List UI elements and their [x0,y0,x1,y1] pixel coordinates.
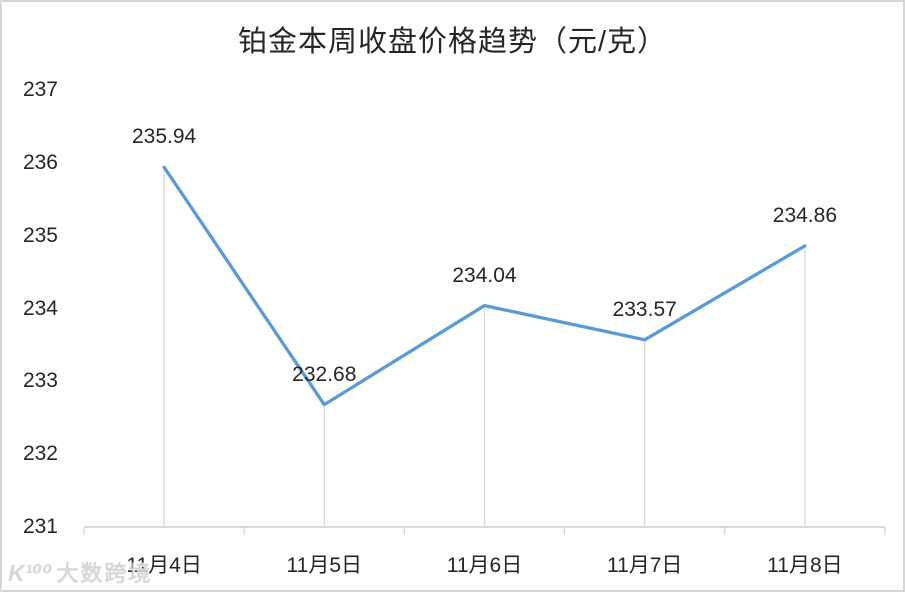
watermark: K¹⁰⁰ 大数跨境 [8,556,152,588]
y-axis-tick-label: 236 [22,150,58,174]
x-axis-category-label: 11月4日 [126,554,202,577]
x-axis-category-label: 11月7日 [606,554,683,577]
data-point-label: 234.04 [452,263,517,287]
data-point-label: 235.94 [131,125,197,149]
x-axis-category-label: 11月5日 [286,554,363,577]
watermark-logo-icon: K¹⁰⁰ [8,560,53,586]
watermark-text: 大数跨境 [56,561,153,586]
data-point-label: 234.86 [772,203,838,227]
x-axis-category-label: 11月6日 [446,554,523,577]
y-axis-tick-label: 237 [22,78,58,101]
y-axis-tick-label: 235 [22,223,58,247]
y-axis-tick-label: 232 [22,442,58,466]
x-axis-category-label: 11月8日 [767,554,843,577]
y-axis-tick-label: 231 [22,515,58,538]
chart-title: 铂金本周收盘价格趋势（元/克） [237,26,668,58]
price-line-series [162,165,807,407]
data-point-label: 233.57 [612,297,677,321]
y-axis-tick-label: 233 [22,369,58,393]
data-point-label: 232.68 [292,362,357,386]
y-axis-tick-label: 234 [22,296,58,320]
